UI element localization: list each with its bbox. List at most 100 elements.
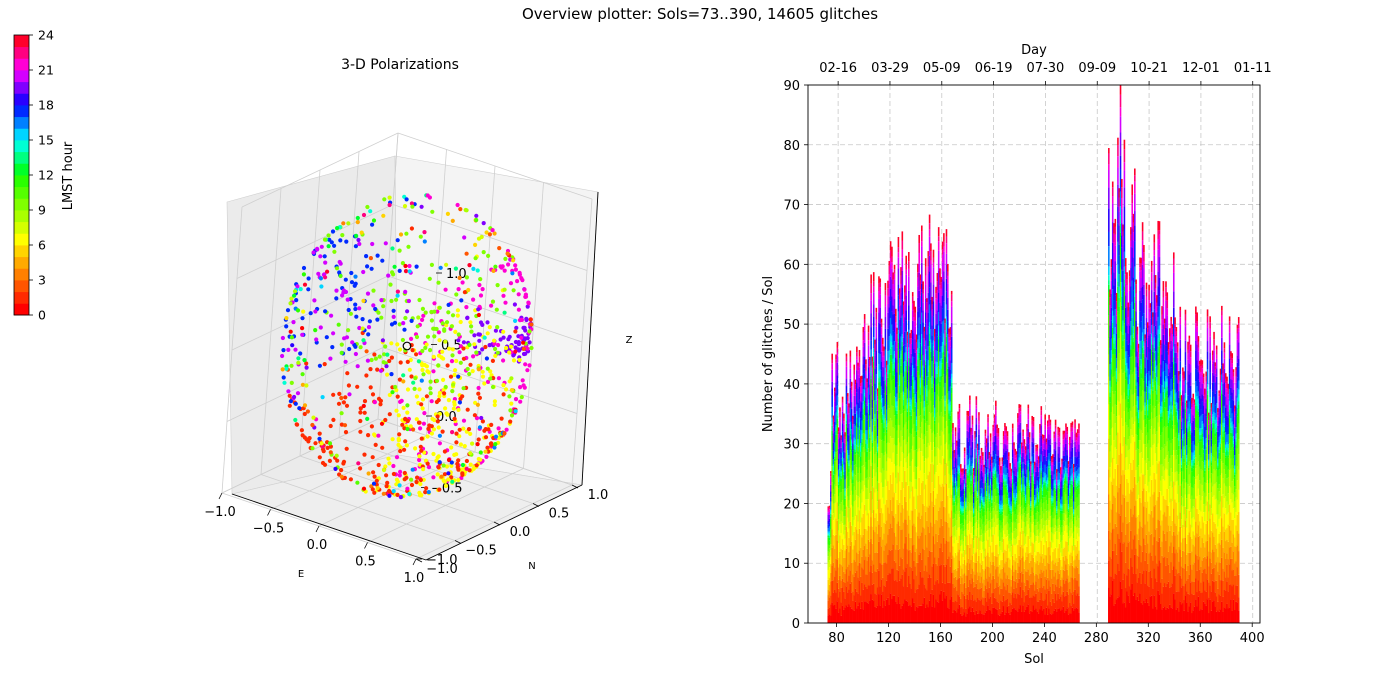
histogram-bar-segment (922, 289, 924, 294)
histogram-bar-segment (885, 599, 888, 623)
scatter-point (417, 457, 422, 463)
histogram-bar-segment (840, 440, 843, 444)
histogram-bar-segment (909, 415, 911, 433)
histogram-bar-segment (840, 587, 843, 603)
histogram-bar-segment (841, 605, 844, 623)
histogram-bar-segment (897, 268, 900, 285)
histogram-bar-segment (865, 403, 867, 416)
histogram-bar-segment (893, 444, 896, 465)
histogram-bar-segment (982, 460, 984, 465)
histogram-bar-segment (841, 549, 844, 567)
histogram-bar-segment (874, 430, 876, 442)
histogram-bar-segment (909, 498, 911, 520)
scatter-point (403, 416, 408, 421)
histogram-bar-segment (923, 549, 926, 571)
histogram-bar-segment (892, 364, 895, 371)
histogram-bar-segment (932, 257, 935, 263)
histogram-bar-segment (918, 234, 920, 243)
histogram-bar-segment (832, 513, 835, 521)
scatter-point (381, 491, 386, 496)
histogram-bar-segment (831, 482, 833, 494)
histogram-bar-segment (978, 442, 980, 451)
histogram-bar-segment (888, 573, 891, 605)
scatter-point (436, 330, 441, 335)
histogram-bar-segment (921, 605, 923, 623)
histogram-bar-segment (930, 243, 932, 252)
histogram-bar-segment (889, 499, 892, 524)
scatter-point (327, 237, 332, 242)
histogram-bar-segment (831, 602, 833, 623)
histogram-bar-segment (837, 488, 840, 497)
histogram-bar-segment (952, 430, 954, 434)
histogram-bar-segment (915, 589, 918, 607)
histogram-bar-segment (905, 320, 908, 332)
histogram-bar-segment (906, 372, 909, 381)
histogram-bar-segment (958, 427, 961, 439)
histogram-bar-segment (910, 434, 913, 450)
histogram-bar-segment (908, 290, 910, 306)
scatter-point (501, 335, 506, 340)
histogram-bar-segment (875, 526, 878, 553)
scatter-point (395, 394, 400, 399)
histogram-bar-segment (872, 304, 875, 317)
histogram-bar-segment (830, 497, 832, 502)
histogram-bar-segment (969, 408, 971, 416)
histogram-bar-segment (919, 306, 922, 324)
histogram-bar-segment (998, 457, 1001, 462)
histogram-bar-segment (904, 366, 906, 372)
histogram-bar-segment (866, 548, 869, 561)
histogram-bar-segment (922, 355, 924, 366)
histogram-bar-segment (833, 411, 836, 422)
histogram-bar-segment (884, 380, 887, 385)
scatter-point (300, 326, 305, 331)
histogram-bar-segment (971, 457, 974, 464)
histogram-bar-segment (867, 332, 870, 341)
scatter-point (404, 443, 409, 448)
histogram-bar-segment (856, 359, 858, 371)
histogram-bar-segment (883, 360, 885, 368)
histogram-bar-segment (898, 466, 901, 482)
histogram-bar-segment (921, 225, 923, 232)
histogram-bar-segment (845, 478, 848, 490)
histogram-bar-segment (918, 605, 920, 623)
histogram-bar-segment (831, 430, 833, 436)
scatter-point (476, 307, 481, 312)
histogram-bar-segment (908, 436, 910, 454)
scatter-point (310, 446, 315, 451)
histogram-bar-segment (921, 262, 923, 284)
histogram-bar-segment (863, 314, 866, 319)
histogram-bar-segment (893, 341, 896, 352)
scatter-point (371, 303, 376, 308)
histogram-bar-segment (857, 443, 859, 447)
histogram-bar-segment (1011, 431, 1014, 436)
histogram-bar-segment (869, 585, 871, 601)
histogram-bar-segment (845, 569, 848, 587)
histogram-bar-segment (901, 299, 904, 316)
histogram-bar-segment (850, 429, 853, 440)
histogram-bar-segment (845, 489, 848, 507)
histogram-bar-segment (862, 465, 865, 481)
histogram-bar-segment (843, 413, 845, 419)
histogram-bar-segment (835, 369, 837, 383)
histogram-bar-segment (924, 361, 927, 365)
scatter-point (482, 335, 487, 340)
histogram-bar-segment (900, 354, 902, 359)
histogram-bar-segment (897, 521, 900, 550)
histogram-bar-segment (852, 461, 854, 471)
histogram-bar-segment (859, 451, 862, 457)
scatter-point (436, 454, 441, 459)
scatter-point (440, 321, 445, 326)
histogram-bar-segment (836, 418, 839, 424)
scatter-point (429, 431, 434, 436)
histogram-bar-segment (896, 523, 898, 545)
histogram-bar-segment (898, 358, 901, 375)
histogram-bar-segment (836, 559, 839, 583)
histogram-bar-segment (908, 347, 910, 353)
histogram-bar-segment (852, 506, 854, 518)
histogram-bar-segment (828, 545, 831, 549)
histogram-bar-segment (837, 597, 840, 613)
histogram-bar-segment (914, 312, 917, 321)
scatter-point (476, 437, 481, 442)
histogram-bar-segment (836, 486, 839, 503)
histogram-bar-segment (917, 607, 919, 623)
